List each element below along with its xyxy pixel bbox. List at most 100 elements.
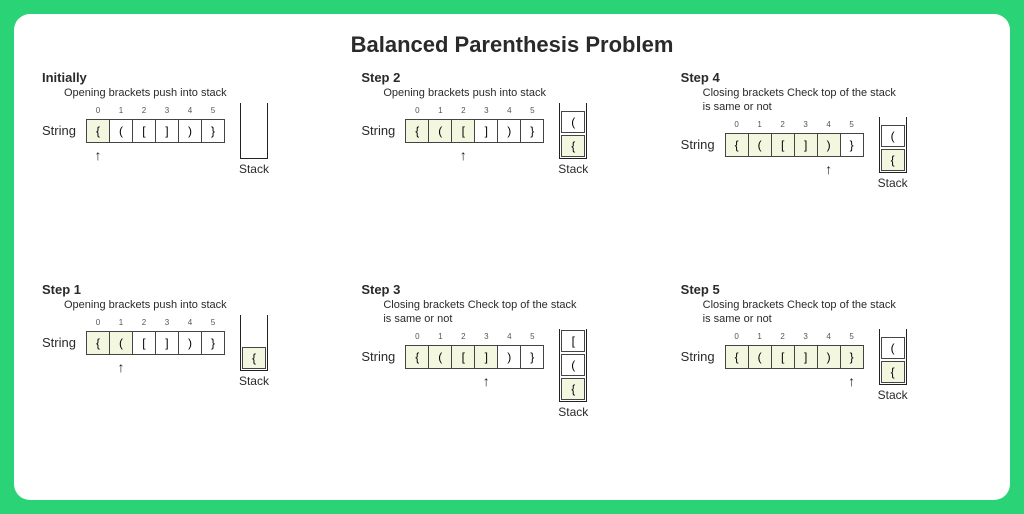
diagram-title: Balanced Parenthesis Problem xyxy=(38,32,986,58)
array-index: 4 xyxy=(818,120,840,129)
step-title: Step 1 xyxy=(42,282,343,297)
pointer-arrow-icon xyxy=(405,147,429,163)
array-cell: [2 xyxy=(451,119,475,143)
pointer-arrow-icon xyxy=(132,359,156,375)
stack-cell: ( xyxy=(881,125,905,147)
step-visual: String{0(1[2]3)4}5↑[({Stack xyxy=(361,345,662,419)
step-panel: InitiallyOpening brackets push into stac… xyxy=(38,68,347,272)
pointer-arrow-icon: ↑ xyxy=(109,359,133,375)
stack-cell: { xyxy=(881,361,905,383)
array-index: 2 xyxy=(133,318,155,327)
pointer-arrow-icon: ↑ xyxy=(86,147,110,163)
array-index: 2 xyxy=(452,106,474,115)
stack-container: ({ xyxy=(879,117,907,173)
pointer-row: ↑ xyxy=(405,373,544,389)
pointer-arrow-icon xyxy=(201,359,225,375)
stack-label: Stack xyxy=(558,162,588,176)
pointer-arrow-icon xyxy=(840,161,864,177)
stack-container: [({ xyxy=(559,329,587,402)
string-block: String{0(1[2]3)4}5↑ xyxy=(361,119,544,143)
stack-label: Stack xyxy=(878,388,908,402)
stack-cell: ( xyxy=(561,354,585,376)
array-cell: (1 xyxy=(748,133,772,157)
array-index: 3 xyxy=(475,106,497,115)
stack-block: ({ Stack xyxy=(878,117,908,190)
stack-label: Stack xyxy=(878,176,908,190)
stack-cell: { xyxy=(561,135,585,157)
array-index: 2 xyxy=(772,332,794,341)
string-label: String xyxy=(42,335,76,350)
step-caption: Opening brackets push into stack xyxy=(64,299,264,313)
array-cell: }5 xyxy=(201,119,225,143)
array-cell: )4 xyxy=(178,119,202,143)
step-title: Step 2 xyxy=(361,70,662,85)
pointer-row: ↑ xyxy=(405,147,544,163)
step-visual: String{0(1[2]3)4}5↑{Stack xyxy=(42,331,343,388)
stack-block: Stack xyxy=(239,103,269,176)
array-index: 2 xyxy=(133,106,155,115)
string-array: {0(1[2]3)4}5↑ xyxy=(86,119,225,143)
array-cell: ]3 xyxy=(794,133,818,157)
array-index: 4 xyxy=(179,106,201,115)
array-cell: ]3 xyxy=(474,119,498,143)
array-cell: (1 xyxy=(428,119,452,143)
step-visual: String{0(1[2]3)4}5↑Stack xyxy=(42,119,343,176)
array-index: 5 xyxy=(841,120,863,129)
step-caption: Closing brackets Check top of the stack … xyxy=(383,299,583,327)
array-index: 4 xyxy=(498,332,520,341)
pointer-arrow-icon xyxy=(794,373,818,389)
array-cell: (1 xyxy=(748,345,772,369)
string-array: {0(1[2]3)4}5↑ xyxy=(405,345,544,369)
array-cell: (1 xyxy=(109,119,133,143)
step-visual: String{0(1[2]3)4}5↑({Stack xyxy=(681,345,982,402)
pointer-arrow-icon xyxy=(771,161,795,177)
array-cell: [2 xyxy=(132,119,156,143)
stack-container: { xyxy=(240,315,268,371)
string-label: String xyxy=(681,349,715,364)
stack-container xyxy=(240,103,268,159)
string-block: String{0(1[2]3)4}5↑ xyxy=(42,331,225,355)
array-index: 0 xyxy=(726,120,748,129)
array-index: 5 xyxy=(521,332,543,341)
array-cell: }5 xyxy=(520,345,544,369)
array-cell: {0 xyxy=(405,345,429,369)
step-panel: Step 2Opening brackets push into stackSt… xyxy=(357,68,666,272)
pointer-arrow-icon xyxy=(725,373,749,389)
array-index: 1 xyxy=(110,318,132,327)
array-index: 0 xyxy=(406,332,428,341)
pointer-arrow-icon xyxy=(428,147,452,163)
stack-cell: ( xyxy=(561,111,585,133)
array-index: 0 xyxy=(87,318,109,327)
stack-container: ({ xyxy=(559,103,587,159)
array-cell: {0 xyxy=(725,345,749,369)
string-block: String{0(1[2]3)4}5↑ xyxy=(361,345,544,369)
array-index: 3 xyxy=(795,120,817,129)
pointer-arrow-icon xyxy=(474,147,498,163)
pointer-arrow-icon: ↑ xyxy=(817,161,841,177)
array-index: 5 xyxy=(202,318,224,327)
array-cell: }5 xyxy=(840,345,864,369)
step-title: Step 4 xyxy=(681,70,982,85)
string-label: String xyxy=(681,137,715,152)
step-panel: Step 5Closing brackets Check top of the … xyxy=(677,280,986,484)
array-index: 3 xyxy=(475,332,497,341)
array-index: 1 xyxy=(429,332,451,341)
step-caption: Opening brackets push into stack xyxy=(64,87,264,101)
pointer-arrow-icon xyxy=(405,373,429,389)
array-cell: {0 xyxy=(405,119,429,143)
stack-block: ({ Stack xyxy=(878,329,908,402)
string-block: String{0(1[2]3)4}5↑ xyxy=(681,345,864,369)
array-index: 0 xyxy=(87,106,109,115)
pointer-arrow-icon xyxy=(497,373,521,389)
array-index: 1 xyxy=(110,106,132,115)
array-cell: ]3 xyxy=(794,345,818,369)
array-cell: )4 xyxy=(178,331,202,355)
array-cell: }5 xyxy=(520,119,544,143)
stack-container: ({ xyxy=(879,329,907,385)
array-cell: ]3 xyxy=(474,345,498,369)
array-index: 0 xyxy=(406,106,428,115)
pointer-arrow-icon xyxy=(155,359,179,375)
pointer-arrow-icon: ↑ xyxy=(451,147,475,163)
array-cell: [2 xyxy=(132,331,156,355)
steps-grid: InitiallyOpening brackets push into stac… xyxy=(38,68,986,484)
